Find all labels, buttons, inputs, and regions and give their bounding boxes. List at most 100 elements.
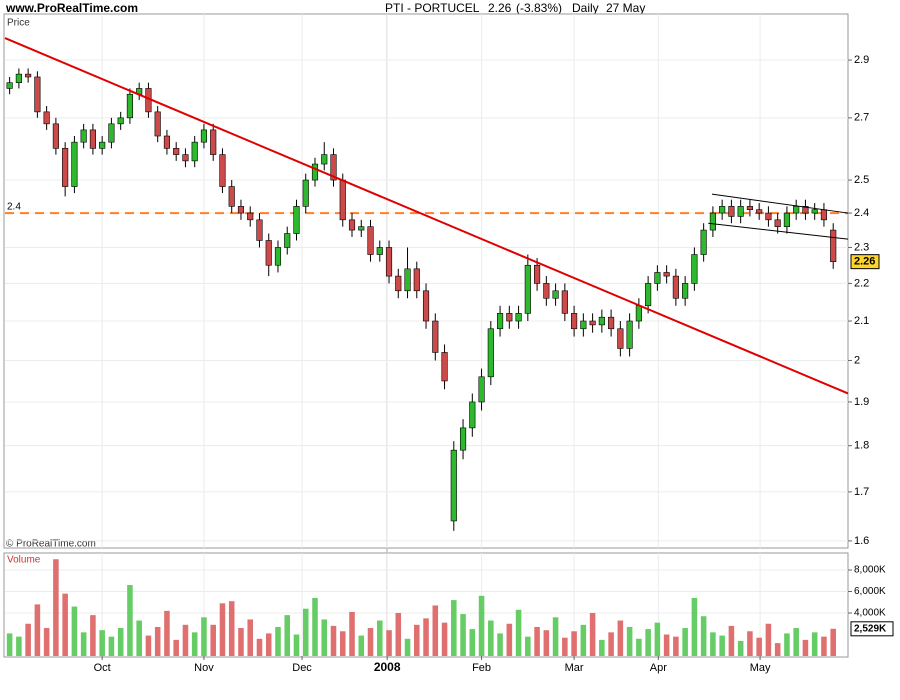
last-volume-box <box>850 621 894 637</box>
volume-bar <box>321 619 328 656</box>
candle-body <box>506 313 513 322</box>
x-tick-label: Oct <box>94 662 111 674</box>
volume-bar <box>617 620 624 656</box>
candle-body <box>783 212 791 227</box>
volume-bar <box>682 628 688 656</box>
candle-body <box>478 376 485 403</box>
volume-bar <box>173 639 179 656</box>
volume-bar <box>488 620 494 656</box>
volume-bar <box>515 609 522 656</box>
volume-bar <box>562 637 568 656</box>
volume-bar <box>599 639 605 656</box>
volume-bar <box>53 559 59 656</box>
candle-body <box>811 209 818 214</box>
volume-bar <box>265 633 272 656</box>
site-name[interactable]: www.ProRealTime.com <box>5 1 138 15</box>
volume-bar <box>349 611 355 656</box>
y-tick-label: 2.2 <box>854 277 869 289</box>
volume-bar <box>404 638 411 656</box>
candle-body <box>487 328 494 378</box>
candle-body <box>395 275 402 292</box>
y-tick-label: 2.3 <box>854 241 869 253</box>
volume-bar <box>802 639 809 656</box>
candle-body <box>422 290 430 322</box>
volume-bar <box>552 617 559 656</box>
period: Daily <box>572 1 599 15</box>
x-tick-label: Apr <box>650 662 667 674</box>
volume-bar <box>238 628 244 656</box>
candle-body <box>441 352 448 382</box>
volume-bar <box>543 630 550 656</box>
candle-body <box>617 328 624 349</box>
volume-bar <box>182 624 189 656</box>
volume-bar <box>691 597 698 656</box>
volume-bar <box>719 635 725 656</box>
volume-bar <box>451 600 457 656</box>
volume-bar <box>497 633 503 656</box>
candle-body <box>635 305 642 322</box>
last-price-box <box>850 254 880 270</box>
trend-line <box>708 222 849 240</box>
y-tick-label: 1.8 <box>854 440 869 452</box>
candle-body <box>645 283 652 307</box>
candle-body <box>15 73 22 83</box>
volume-bar <box>201 617 207 656</box>
candle-body <box>339 179 346 221</box>
candle-body <box>89 129 96 149</box>
candle-body <box>247 212 254 221</box>
candle-body <box>561 290 568 314</box>
y-tick-label: 2.5 <box>854 174 869 186</box>
volume-bar <box>784 633 790 656</box>
volume-bar <box>71 606 78 656</box>
candle-body <box>321 154 328 165</box>
symbol: PTI - PORTUCEL <box>385 1 480 15</box>
volume-bar <box>663 634 670 656</box>
candle-body <box>237 206 245 214</box>
candle-body <box>163 135 171 149</box>
price-label: Price <box>7 18 30 29</box>
volume-bar <box>228 601 235 656</box>
volume-bar <box>6 633 13 656</box>
volume-bar <box>145 635 152 656</box>
reference-label: 2.4 <box>7 202 21 213</box>
candle-body <box>496 313 504 330</box>
candle-body <box>728 206 735 217</box>
candle-body <box>682 283 689 299</box>
candle-body <box>608 316 615 330</box>
volume-bar <box>423 618 429 656</box>
volume-bar <box>395 612 402 656</box>
y-tick-label: 1.6 <box>854 535 869 547</box>
volume-bar <box>358 635 365 656</box>
volume-bar <box>589 612 596 656</box>
candle-body <box>589 320 596 326</box>
candle-body <box>830 229 837 262</box>
candle-body <box>99 141 106 149</box>
volume-bar <box>386 630 392 656</box>
date: 27 May <box>606 1 645 15</box>
volume-bar <box>469 629 476 656</box>
candle-body <box>80 129 87 143</box>
volume-bar <box>16 636 22 656</box>
volume-bar <box>414 624 420 656</box>
last-price-label: 2.26 <box>854 256 875 268</box>
x-tick-label: Dec <box>292 662 312 674</box>
volume-bar <box>645 629 651 656</box>
volume-bar <box>580 624 587 656</box>
volume-bar <box>737 640 744 656</box>
volume-bar <box>636 638 642 656</box>
volume-bar <box>330 625 337 656</box>
volume-bar <box>506 623 513 656</box>
candle-body <box>654 272 661 284</box>
candle-body <box>385 247 393 277</box>
candle-body <box>524 264 531 314</box>
x-tick-label: May <box>750 662 771 674</box>
candle-body <box>173 148 180 155</box>
volume-bar <box>376 620 383 656</box>
volume-bar <box>275 626 281 656</box>
candle-body <box>126 93 133 119</box>
candle-body <box>765 212 772 221</box>
candle-body <box>432 320 439 353</box>
y-tick-label: 1.9 <box>854 396 869 408</box>
candle-body <box>228 186 235 207</box>
